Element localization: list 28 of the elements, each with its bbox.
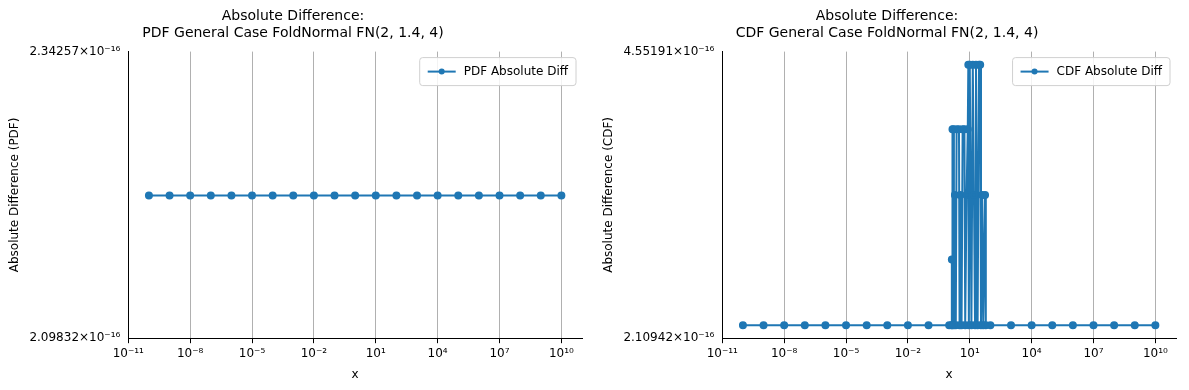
x-tick-label: 10⁴ — [1021, 345, 1042, 360]
x-tick-label: 10⁻¹¹ — [112, 345, 145, 360]
x-axis-title: x — [351, 366, 359, 381]
x-tick-label: 10⁷ — [1083, 345, 1104, 360]
y-tick-label: 2.10942×10⁻¹⁶ — [623, 330, 715, 345]
x-tick-label: 10⁴ — [427, 345, 448, 360]
x-tick-label: 10⁻² — [894, 345, 922, 360]
x-tick-label: 10⁻² — [300, 345, 328, 360]
x-tick-label: 10⁻¹¹ — [706, 345, 739, 360]
x-tick-label: 10⁷ — [489, 345, 510, 360]
x-tick-label: 10¹⁰ — [1142, 345, 1169, 360]
legend-label: CDF Absolute Diff — [1056, 63, 1163, 78]
chart-title: Absolute Difference: PDF General Case FoldNormal FN(2, 1.4, 4) — [142, 7, 444, 40]
y-axis-title: Absolute Difference (CDF) — [601, 116, 616, 273]
x-tick-label: 10⁻⁸ — [176, 345, 204, 360]
x-tick-label: 10¹ — [365, 345, 386, 360]
x-tick-label: 10⁻⁵ — [832, 345, 860, 360]
y-tick-label: 4.55191×10⁻¹⁶ — [623, 43, 715, 58]
x-tick-label: 10⁻⁸ — [770, 345, 798, 360]
x-axis-title: x — [945, 366, 953, 381]
chart-title: Absolute Difference: CDF General Case FoldNormal FN(2, 1.4, 4) — [735, 7, 1039, 40]
y-tick-label: 2.34257×10⁻¹⁶ — [29, 43, 121, 58]
y-tick-label: 2.09832×10⁻¹⁶ — [29, 330, 121, 345]
legend-label: PDF Absolute Diff — [463, 63, 569, 78]
x-tick-label: 10¹ — [959, 345, 980, 360]
x-tick-label: 10⁻⁵ — [238, 345, 266, 360]
y-axis-title: Absolute Difference (PDF) — [7, 117, 22, 273]
x-tick-label: 10¹⁰ — [548, 345, 575, 360]
